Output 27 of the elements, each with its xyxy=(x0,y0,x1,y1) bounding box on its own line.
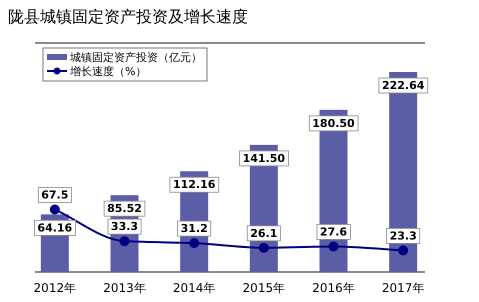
x-tick-label: 2013年 xyxy=(103,281,146,295)
data-label: 112.16 xyxy=(172,178,216,192)
x-tick-label: 2012年 xyxy=(34,281,76,295)
legend-label: 增长速度（%） xyxy=(69,65,146,78)
x-tick-label: 2017年 xyxy=(382,281,424,295)
data-label: 31.2 xyxy=(180,222,208,236)
point xyxy=(398,245,408,256)
chart-title: 陇县城镇固定资产投资及增长速度 xyxy=(8,7,248,26)
point xyxy=(258,242,269,253)
data-label: 27.6 xyxy=(320,225,348,238)
data-label: 222.64 xyxy=(382,79,425,92)
data-label: 141.50 xyxy=(242,152,286,165)
x-tick-label: 2015年 xyxy=(242,281,286,295)
legend-label: 城镇固定资产投资（亿元） xyxy=(69,51,202,64)
point xyxy=(189,238,200,248)
point xyxy=(50,204,60,214)
x-tick-label: 2016年 xyxy=(312,281,355,295)
point xyxy=(328,241,338,252)
data-label: 26.1 xyxy=(250,226,278,240)
point xyxy=(120,236,130,246)
data-label: 85.52 xyxy=(107,202,142,216)
data-label: 33.3 xyxy=(110,220,138,234)
data-label: 64.16 xyxy=(37,221,73,234)
data-label: 23.3 xyxy=(390,229,417,242)
data-label: 180.50 xyxy=(312,116,356,130)
x-tick-label: 2014年 xyxy=(172,281,216,295)
data-label: 67.5 xyxy=(41,188,68,202)
